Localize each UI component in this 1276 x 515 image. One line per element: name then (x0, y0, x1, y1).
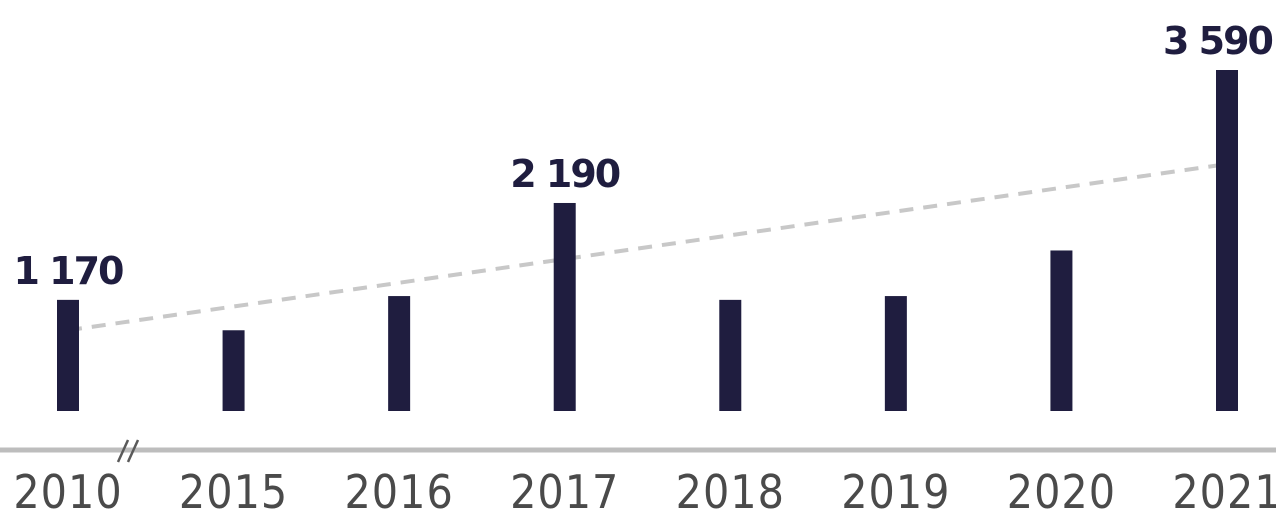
bar-2016 (388, 296, 411, 411)
bar-2021 (1216, 70, 1238, 411)
x-tick-label-2015: 2015 (179, 465, 288, 515)
x-tick-label-2018: 2018 (676, 465, 785, 515)
trend-line (67, 162, 1228, 333)
x-tick-label-2020: 2020 (1007, 465, 1116, 515)
bar-2019 (884, 296, 907, 411)
x-tick-label-2016: 2016 (344, 465, 453, 515)
bar-2020 (1050, 250, 1073, 411)
axis-break-icon (116, 439, 140, 463)
bar-2010 (57, 299, 79, 411)
x-tick-label-2019: 2019 (841, 465, 950, 515)
data-label-2017: 2 190 (510, 152, 620, 196)
bar-2015 (222, 330, 245, 411)
x-tick-labels: 2010 2015 2016 2017 2018 2019 2020 2021 (13, 465, 1276, 515)
data-labels: 1 170 2 190 3 590 (14, 19, 1275, 293)
data-label-2021: 3 590 (1163, 19, 1273, 63)
bar-2018 (719, 299, 742, 411)
x-tick-label-2017: 2017 (510, 465, 619, 515)
bar-2017 (553, 202, 576, 411)
x-tick-label-2021: 2021 (1172, 465, 1276, 515)
x-tick-label-2010: 2010 (13, 465, 122, 515)
data-label-2010: 1 170 (14, 249, 124, 293)
bars-group (57, 70, 1238, 411)
